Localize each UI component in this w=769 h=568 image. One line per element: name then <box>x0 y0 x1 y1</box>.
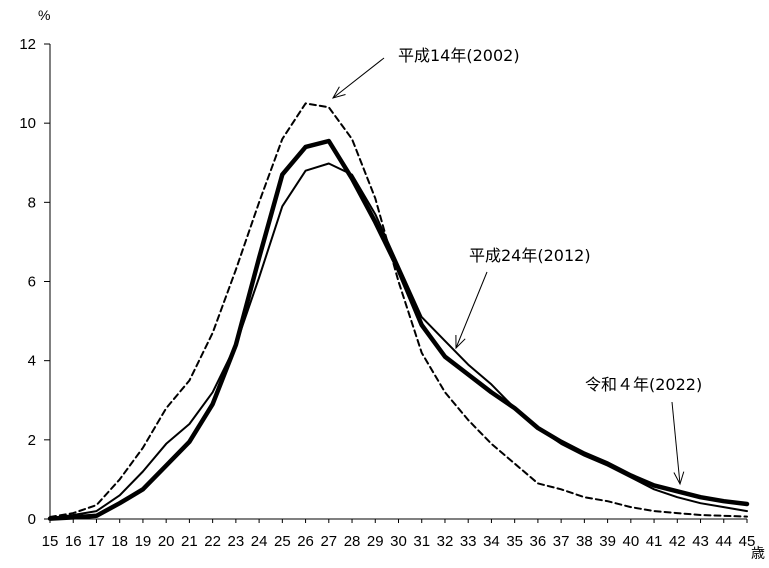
x-tick-label: 24 <box>251 533 268 550</box>
series-line-thin <box>49 162 748 520</box>
x-tick-label: 43 <box>692 533 709 550</box>
y-tick-label: 12 <box>19 36 36 53</box>
annotation-arrow-head <box>331 86 346 99</box>
annotation-label: 令和４年(2022) <box>585 375 702 394</box>
y-tick-label: 0 <box>28 511 36 528</box>
x-tick-label: 16 <box>65 533 82 550</box>
annotation-arrow-head <box>673 471 685 486</box>
x-tick-label: 31 <box>413 533 430 550</box>
x-tick-label: 33 <box>460 533 477 550</box>
x-tick-label: 20 <box>158 533 175 550</box>
series-group <box>47 102 750 521</box>
x-tick-label: 25 <box>274 533 291 550</box>
series-line-dashed <box>49 102 748 518</box>
x-tick-label: 30 <box>390 533 407 550</box>
x-tick-label: 32 <box>437 533 454 550</box>
x-tick-label: 40 <box>622 533 639 550</box>
x-tick-label: 27 <box>320 533 337 550</box>
annotation-label: 平成14年(2002) <box>398 46 520 65</box>
annotation-arrow-line <box>332 57 385 99</box>
x-tick-label: 28 <box>344 533 361 550</box>
x-tick-label: 18 <box>111 533 128 550</box>
annotation-arrow-line <box>671 401 681 485</box>
x-tick-label: 29 <box>367 533 384 550</box>
x-tick-label: 38 <box>576 533 593 550</box>
x-tick-label: 23 <box>228 533 245 550</box>
y-axis-unit: % <box>38 7 50 23</box>
x-tick-label: 34 <box>483 533 500 550</box>
x-tick-label: 39 <box>599 533 616 550</box>
x-tick-label: 17 <box>88 533 105 550</box>
y-tick-label: 2 <box>28 432 36 449</box>
series-line-thick <box>47 138 750 521</box>
x-axis-unit: 歳 <box>751 545 765 561</box>
annotation-label: 平成24年(2012) <box>469 246 591 265</box>
x-tick-label: 37 <box>553 533 570 550</box>
y-tick-label: 4 <box>28 353 36 370</box>
x-tick-label: 22 <box>204 533 221 550</box>
x-tick-label: 21 <box>181 533 198 550</box>
x-tick-label: 42 <box>669 533 686 550</box>
y-tick-label: 6 <box>28 274 36 291</box>
x-tick-label: 19 <box>135 533 152 550</box>
y-tick-label: 8 <box>28 194 36 211</box>
x-tick-label: 15 <box>42 533 59 550</box>
annotations-group: 平成14年(2002) 平成24年(2012) 令和４年(2022) <box>331 46 702 486</box>
x-tick-label: 41 <box>646 533 663 550</box>
y-tick-label: 10 <box>19 115 36 132</box>
x-tick-label: 45 <box>739 533 756 550</box>
annotation-arrow-line <box>455 271 488 349</box>
x-tick-label: 26 <box>297 533 314 550</box>
annotation-arrow-head <box>455 334 466 350</box>
x-tick-label: 44 <box>715 533 732 550</box>
x-tick-label: 35 <box>506 533 523 550</box>
x-tick-label: 36 <box>530 533 547 550</box>
